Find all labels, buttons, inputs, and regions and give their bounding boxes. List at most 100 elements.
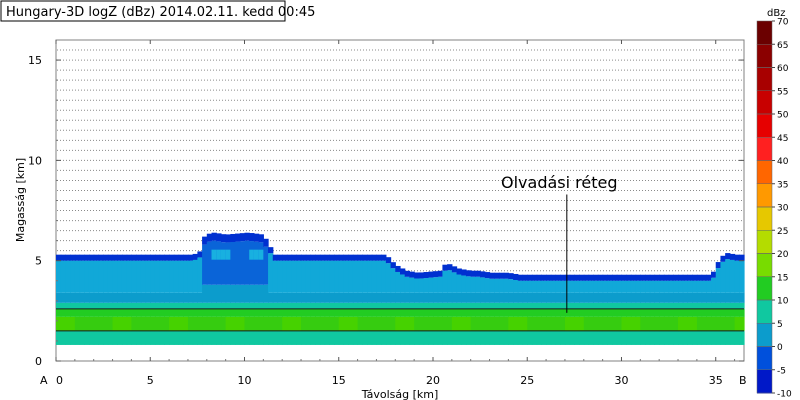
reflectivity-cell [371,302,378,309]
reflectivity-cell [720,308,726,317]
reflectivity-cell [315,316,321,331]
reflectivity-cell [235,330,241,345]
reflectivity-cell [418,308,425,317]
reflectivity-cell [216,233,222,242]
reflectivity-cell [352,330,359,345]
reflectivity-cell [117,260,123,293]
reflectivity-cell [334,260,340,293]
reflectivity-cell [107,254,114,261]
reflectivity-cell [484,272,491,279]
reflectivity-cell [253,241,260,285]
reflectivity-cell [616,308,623,317]
reflectivity-cell [178,254,184,261]
reflectivity-cell [282,316,288,331]
reflectivity-cell [126,254,132,261]
reflectivity-cell [173,330,180,345]
reflectivity-cell [296,302,302,309]
reflectivity-cell [583,308,590,317]
reflectivity-cell [98,292,104,303]
reflectivity-cell [673,316,679,331]
reflectivity-cell [244,330,250,345]
reflectivity-cell [480,277,486,293]
reflectivity-cell [230,284,236,303]
reflectivity-cell [522,302,528,309]
reflectivity-cell [630,280,637,293]
reflectivity-cell [305,260,312,293]
reflectivity-cell [400,330,406,345]
reflectivity-cell [357,254,363,261]
reflectivity-cell [560,274,566,281]
reflectivity-cell [423,272,429,279]
reflectivity-cell [659,316,665,331]
reflectivity-cell [381,254,387,261]
reflectivity-cell [150,254,156,261]
reflectivity-cell [517,280,524,293]
reflectivity-cell [362,330,368,345]
annotation-label: Olvadási réteg [501,173,617,192]
reflectivity-cell [159,254,165,261]
reflectivity-cell [574,330,580,345]
reflectivity-cell [588,308,594,317]
reflectivity-cell [65,330,71,345]
reflectivity-cell [447,330,453,345]
reflectivity-cell [649,316,656,331]
reflectivity-cell [121,308,128,317]
reflectivity-cell [98,260,104,293]
reflectivity-cell [720,302,726,309]
reflectivity-cell [451,292,458,303]
reflectivity-cell [734,316,740,331]
reflectivity-cell [541,280,547,293]
reflectivity-cell [484,330,491,345]
reflectivity-cell [607,308,613,317]
reflectivity-cell [159,292,165,303]
reflectivity-cell [687,316,693,331]
reflectivity-cell [192,253,198,260]
reflectivity-cell [621,302,627,309]
reflectivity-cell [400,308,406,317]
reflectivity-cell [607,302,613,309]
section-end-label: B [739,374,747,387]
reflectivity-cell [357,292,363,303]
reflectivity-cell [682,330,689,345]
reflectivity-cell [465,276,472,293]
reflectivity-cell [418,272,425,279]
reflectivity-cell [451,330,458,345]
reflectivity-cell [522,308,528,317]
colorbar-tick-label: 20 [777,250,789,260]
reflectivity-cell [621,316,627,331]
reflectivity-cell [296,254,302,261]
reflectivity-cell [225,316,231,331]
reflectivity-cell [739,316,745,331]
reflectivity-cell [249,249,255,260]
reflectivity-cell [121,292,128,303]
reflectivity-cell [645,274,651,281]
reflectivity-cell [390,330,396,345]
reflectivity-cell [645,302,651,309]
reflectivity-cell [546,274,552,281]
reflectivity-cell [432,308,439,317]
reflectivity-cell [616,280,623,293]
reflectivity-cell [663,316,670,331]
x-tick-label: 5 [147,374,154,387]
reflectivity-cell [579,280,585,293]
reflectivity-cell [583,280,590,293]
reflectivity-cell [635,292,641,303]
reflectivity-cell [352,260,359,293]
reflectivity-cell [301,260,307,293]
reflectivity-cell [253,302,260,309]
reflectivity-cell [555,330,561,345]
reflectivity-cell [348,260,354,293]
colorbar-swatch [757,137,772,161]
reflectivity-cell [150,292,156,303]
reflectivity-cell [484,278,491,293]
reflectivity-cell [447,316,453,331]
reflectivity-cell [470,308,476,317]
reflectivity-cell [659,292,665,303]
reflectivity-cell [395,316,401,331]
reflectivity-cell [517,292,524,303]
reflectivity-cell [56,292,62,303]
reflectivity-cell [569,274,575,281]
reflectivity-cell [517,316,524,331]
reflectivity-cell [465,270,472,277]
reflectivity-cell [725,316,731,331]
